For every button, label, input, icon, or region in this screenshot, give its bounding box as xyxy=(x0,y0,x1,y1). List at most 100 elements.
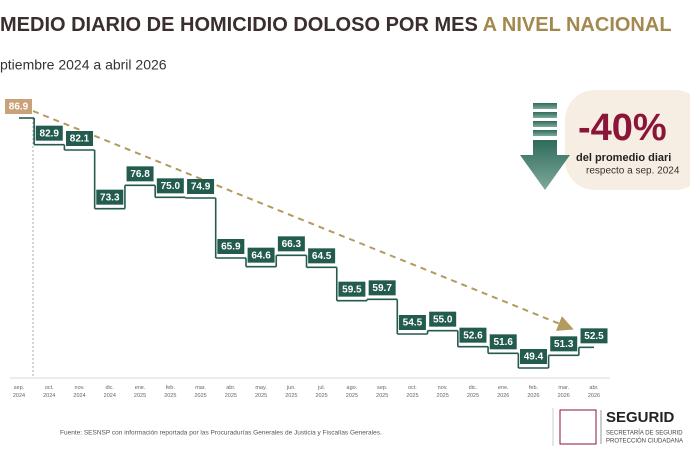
down-arrow-icon xyxy=(520,103,570,190)
x-tick-label: mar. 2026 xyxy=(558,385,570,399)
x-tick-year: 2026 xyxy=(558,393,570,399)
x-tick-label: sep. 2025 xyxy=(376,385,388,399)
value-label-box xyxy=(308,248,336,264)
value-label: 52.5 xyxy=(584,331,604,342)
value-label-box xyxy=(550,336,578,352)
logo-name: SEGURID xyxy=(606,409,675,426)
x-tick-month: jul. xyxy=(317,385,326,391)
x-tick-label: abr. 2026 xyxy=(588,385,600,399)
x-tick-year: 2025 xyxy=(194,393,206,399)
value-label: 82.9 xyxy=(40,128,60,139)
title-highlight: A NIVEL NACIONAL xyxy=(483,14,672,36)
x-tick-year: 2025 xyxy=(164,393,176,399)
value-label: 59.7 xyxy=(372,283,392,294)
x-tick-year: 2025 xyxy=(255,393,267,399)
value-label: 55.0 xyxy=(433,314,453,325)
value-label: 51.6 xyxy=(493,337,513,348)
value-label-box xyxy=(398,315,426,330)
x-tick-label: jul. 2025 xyxy=(316,385,328,399)
chart-title: MEDIO DIARIO DE HOMICIDIO DOLOSO POR MES… xyxy=(0,14,672,36)
x-tick-label: oct. 2024 xyxy=(43,385,55,399)
x-tick-year: 2024 xyxy=(104,393,116,399)
source-note: Fuente: SESNSP con información reportada… xyxy=(60,430,382,437)
value-label: 51.3 xyxy=(554,339,574,350)
value-label: 75.0 xyxy=(161,181,181,192)
x-tick-year: 2025 xyxy=(376,393,388,399)
x-tick-year: 2024 xyxy=(43,393,55,399)
x-tick-month: feb. xyxy=(529,385,539,391)
x-tick-year: 2026 xyxy=(527,393,539,399)
value-label-box xyxy=(187,179,215,194)
value-label-box xyxy=(277,236,305,252)
value-label-box xyxy=(35,125,63,141)
x-tick-month: mar. xyxy=(195,385,206,391)
value-label-box xyxy=(459,327,487,343)
x-tick-year: 2025 xyxy=(285,393,297,399)
value-label: 54.5 xyxy=(403,318,423,329)
x-tick-month: ene. xyxy=(498,385,509,391)
x-tick-month: abr. xyxy=(226,385,236,391)
x-tick-year: 2025 xyxy=(316,393,328,399)
callout-line2: respecto a sep. 2024 xyxy=(586,166,680,177)
x-tick-month: nov. xyxy=(438,385,448,391)
value-label-box xyxy=(156,178,184,194)
x-tick-year: 2025 xyxy=(437,393,449,399)
value-label: 52.6 xyxy=(463,330,483,341)
callout-box xyxy=(565,90,690,190)
x-tick-label: ene. 2025 xyxy=(134,385,146,399)
value-label-box xyxy=(338,281,366,297)
x-tick-label: may. 2025 xyxy=(255,385,267,399)
x-tick-month: ene. xyxy=(135,385,146,391)
callout-value: -40% xyxy=(578,107,667,149)
x-tick-label: dic. 2025 xyxy=(467,385,479,399)
x-tick-label: jun. 2025 xyxy=(285,385,297,399)
value-label-box xyxy=(429,311,457,327)
x-tick-year: 2026 xyxy=(588,393,600,399)
value-label: 73.3 xyxy=(100,192,120,203)
trend-line xyxy=(32,110,574,331)
value-label: 65.9 xyxy=(221,242,241,253)
value-label-box xyxy=(247,247,275,263)
value-label-box xyxy=(489,334,517,350)
value-label-box xyxy=(96,189,124,205)
x-tick-label: dic. 2024 xyxy=(104,385,116,399)
x-tick-month: abr. xyxy=(589,385,599,391)
x-tick-label: abr. 2025 xyxy=(225,385,237,399)
x-tick-year: 2026 xyxy=(497,393,509,399)
title-main: MEDIO DIARIO DE HOMICIDIO DOLOSO POR MES xyxy=(0,14,478,36)
logo-line2: PROTECCIÓN CIUDADANA xyxy=(606,438,683,445)
x-tick-month: nov. xyxy=(75,385,85,391)
value-label-box xyxy=(368,280,396,296)
value-label: 82.1 xyxy=(70,134,90,145)
x-tick-label: feb. 2026 xyxy=(527,385,539,399)
subtitle: ptiembre 2024 a abril 2026 xyxy=(0,57,167,73)
value-label: 64.5 xyxy=(312,251,332,262)
x-tick-month: ago. xyxy=(347,385,358,391)
logo-emblem xyxy=(559,409,597,445)
x-tick-label: sep. 2024 xyxy=(13,385,25,399)
x-tick-year: 2025 xyxy=(134,393,146,399)
x-tick-year: 2024 xyxy=(13,393,25,399)
x-tick-month: oct. xyxy=(408,385,417,391)
value-label-box xyxy=(66,131,94,146)
value-label: 59.5 xyxy=(342,284,362,295)
x-tick-label: nov. 2025 xyxy=(437,385,449,399)
callout-line1: del promedio diari xyxy=(576,152,671,164)
x-tick-month: feb. xyxy=(166,385,176,391)
x-tick-year: 2025 xyxy=(225,393,237,399)
x-tick-month: may. xyxy=(255,385,267,391)
x-tick-month: sep. xyxy=(377,385,388,391)
value-label-box xyxy=(217,239,245,254)
x-tick-month: sep. xyxy=(14,385,25,391)
value-label: 76.8 xyxy=(130,169,150,180)
x-tick-year: 2025 xyxy=(406,393,418,399)
x-tick-month: jun. xyxy=(286,385,296,391)
value-label: 74.9 xyxy=(191,182,211,193)
x-tick-month: dic. xyxy=(106,385,115,391)
value-label-box xyxy=(126,166,154,182)
x-tick-month: mar. xyxy=(558,385,569,391)
x-tick-label: nov. 2024 xyxy=(73,385,85,399)
x-tick-year: 2025 xyxy=(346,393,358,399)
x-tick-month: oct. xyxy=(45,385,54,391)
